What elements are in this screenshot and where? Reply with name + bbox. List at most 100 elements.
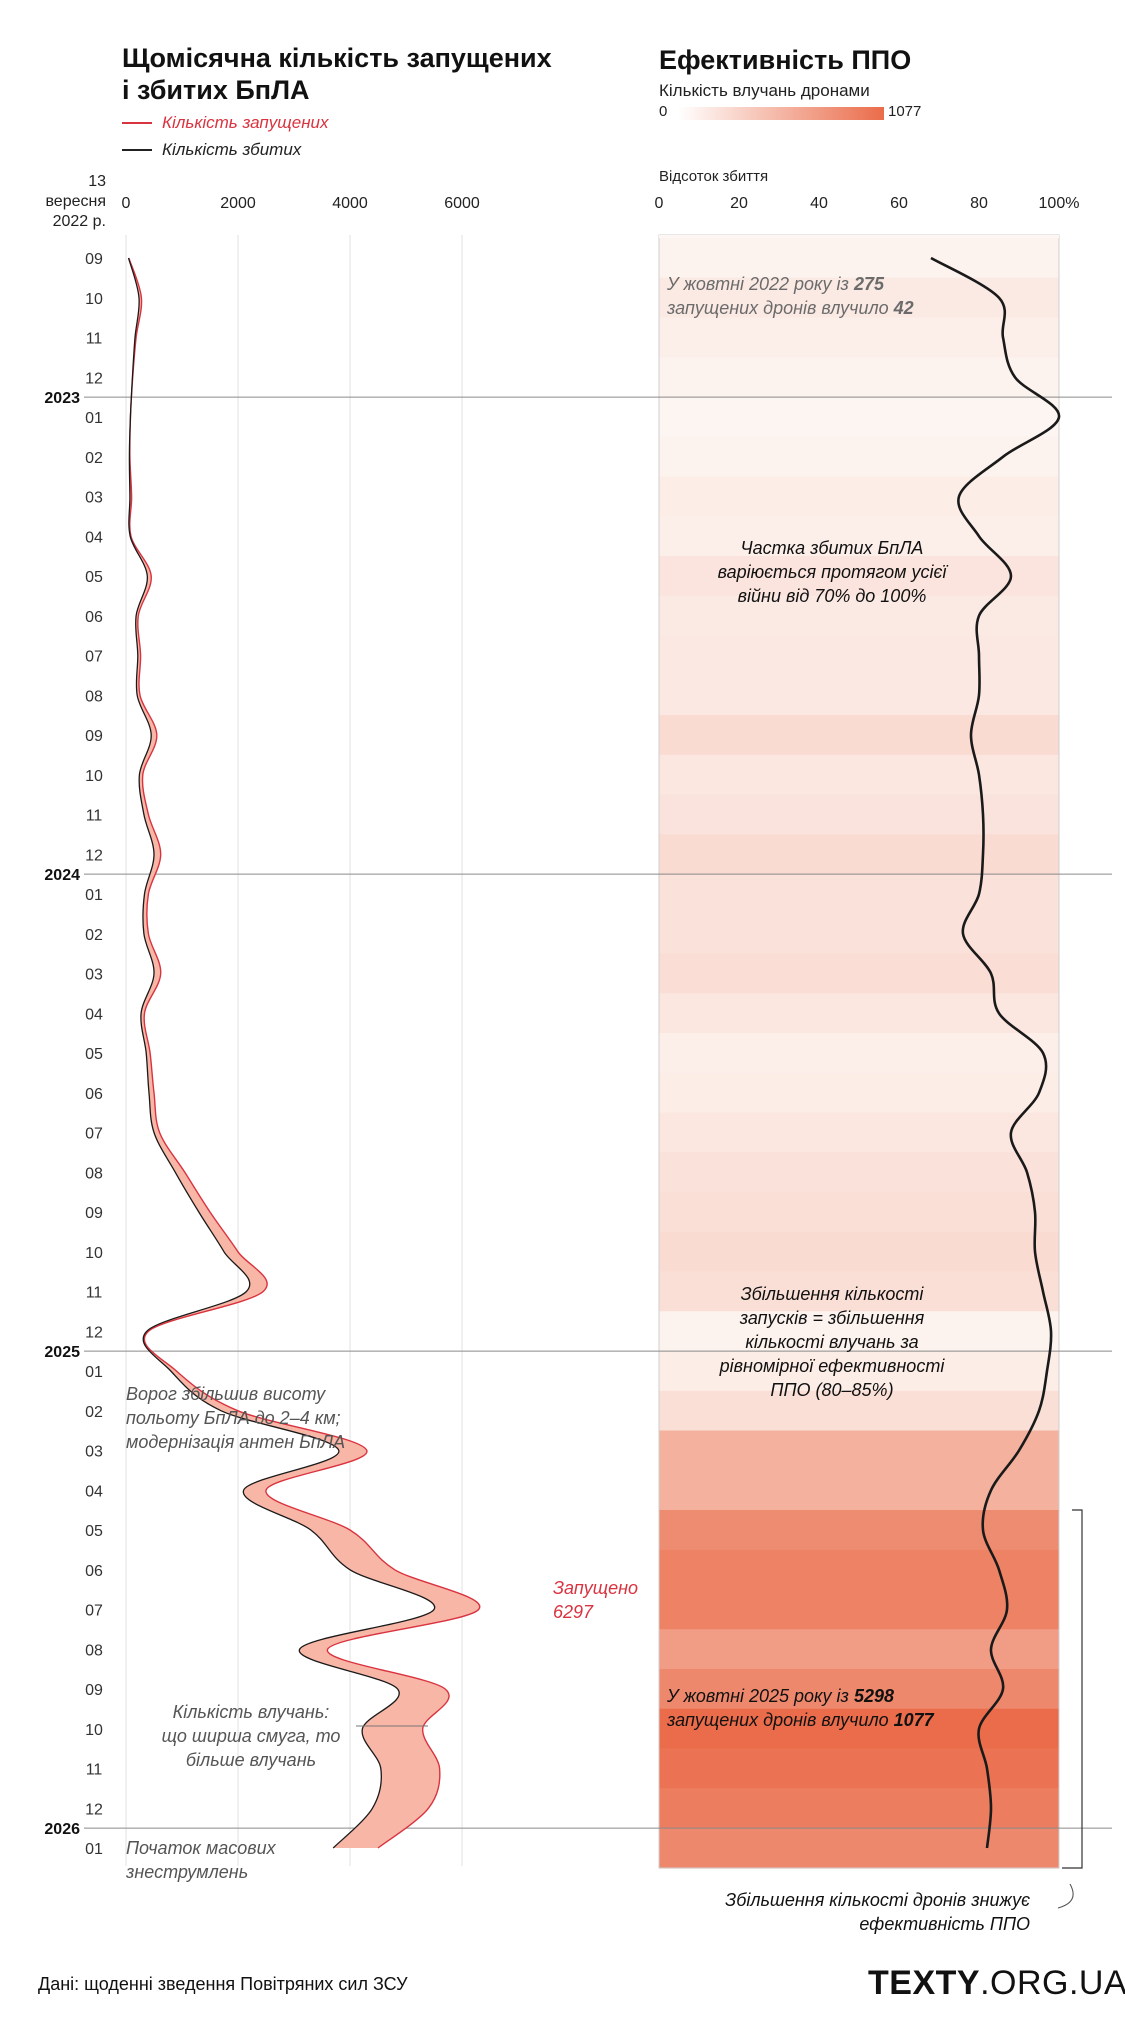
month-label: 03 <box>85 490 103 507</box>
month-label: 10 <box>85 1245 103 1262</box>
heat-row <box>659 754 1059 796</box>
heat-row <box>659 1112 1059 1154</box>
month-label: 12 <box>85 1324 103 1341</box>
annotation-blackouts: Початок масових знеструмлень <box>126 1836 276 1884</box>
start-date-month: вересня <box>45 193 106 210</box>
annotation-growth-line5: ППО (80–85%) <box>770 1380 894 1400</box>
launch-bands <box>128 258 480 1848</box>
heat-row <box>659 1629 1059 1670</box>
launched-line <box>128 257 481 1849</box>
legend-launched: Кількість запущених <box>122 113 329 133</box>
annotation-launched-line2: 6297 <box>553 1602 594 1622</box>
annotation-oct-2025-line2: запущених дронів влучило 1077 <box>667 1708 934 1732</box>
heat-row <box>659 794 1059 836</box>
texty-logo: TEXTY.ORG.UA <box>868 1964 1125 2003</box>
month-label: 11 <box>86 331 103 348</box>
heat-row <box>659 1390 1059 1432</box>
month-label: 07 <box>85 1603 103 1620</box>
annotation-share: Частка збитих БпЛА варіюється протягом у… <box>692 536 972 608</box>
annotation-oct-2022-line1: У жовтні 2022 року із 275 <box>667 272 914 296</box>
right-x-tick: 60 <box>890 195 908 212</box>
heat-row <box>659 1788 1059 1829</box>
shot-line <box>127 257 436 1849</box>
heat-row <box>659 1311 1059 1352</box>
month-label: 01 <box>85 410 103 427</box>
heat-row <box>659 476 1059 518</box>
annotation-growth-line3: кількості влучань за <box>745 1332 919 1352</box>
heat-row <box>659 1072 1059 1114</box>
start-date-year: 2022 р. <box>52 213 106 230</box>
annotation-growth-line4: рівномірної ефективності <box>719 1356 945 1376</box>
annotation-hits-band: Кількість влучань: що ширша смуга, то бі… <box>140 1700 362 1772</box>
annotation-launched-line1: Запущено <box>553 1578 639 1598</box>
heat-row <box>659 1708 1059 1750</box>
month-label: 09 <box>85 251 103 268</box>
heat-row <box>659 1033 1059 1074</box>
heat-row <box>659 1192 1059 1233</box>
legend-shot-swatch <box>122 149 152 151</box>
annotation-hits-line1: Кількість влучань: <box>172 1702 330 1722</box>
month-label: 10 <box>85 1722 103 1739</box>
heat-row <box>659 238 1059 279</box>
month-label: 11 <box>86 808 103 825</box>
year-label: 2025 <box>44 1344 80 1361</box>
heat-top-pad <box>659 235 1059 238</box>
right-axis-title: Відсоток збиття <box>659 168 769 185</box>
month-label: 12 <box>85 1801 103 1818</box>
heat-row <box>659 1510 1059 1551</box>
logo-bold: TEXTY <box>868 1964 981 2002</box>
annotation-oct-2022-pre: У жовтні 2022 року із <box>667 274 854 294</box>
annotation-oct-2025-line1: У жовтні 2025 року із 5298 <box>667 1684 934 1708</box>
axis-labels: 0 2000 4000 6000 0 20 40 60 80 100%09101112010203… <box>44 195 1079 1858</box>
right-chart-title: Ефективність ППО <box>659 45 912 75</box>
month-label: 01 <box>85 1364 103 1381</box>
annotation-launched-peak: Запущено 6297 <box>553 1576 638 1624</box>
month-label: 06 <box>85 1086 103 1103</box>
month-label: 11 <box>86 1762 103 1779</box>
month-label: 08 <box>85 1642 103 1659</box>
left-x-tick: 6000 <box>444 195 480 212</box>
heat-scale-min: 0 <box>659 103 668 120</box>
annotation-altitude: Ворог збільшив висоту польоту БпЛА до 2–… <box>126 1382 345 1454</box>
logo-light: .ORG.UA <box>980 1964 1125 2002</box>
legend-launched-label: Кількість запущених <box>162 113 329 132</box>
heat-row <box>659 277 1059 319</box>
heat-row <box>659 993 1059 1034</box>
month-label: 04 <box>85 1006 103 1023</box>
annotation-share-line2: варіюється протягом усієї <box>717 562 947 582</box>
month-label: 03 <box>85 967 103 984</box>
month-label: 05 <box>85 1046 103 1063</box>
hits-band <box>128 258 480 1848</box>
month-label: 09 <box>85 1205 103 1222</box>
year-label: 2026 <box>44 1821 80 1838</box>
left-x-tick: 0 <box>122 195 131 212</box>
month-label: 06 <box>85 1563 103 1580</box>
heat-row <box>659 1828 1059 1869</box>
month-label: 08 <box>85 1165 103 1182</box>
annotation-oct-2025-pre: У жовтні 2025 року із <box>667 1686 854 1706</box>
month-label: 02 <box>85 450 103 467</box>
right-x-tick: 0 <box>655 195 664 212</box>
heat-row <box>659 715 1059 756</box>
heat-row <box>659 1430 1059 1472</box>
bracket-curve <box>1057 1883 1074 1909</box>
heat-row <box>659 1351 1059 1392</box>
annotation-oct-2022-hits: 42 <box>893 298 914 318</box>
annotation-blackouts-line1: Початок масових <box>126 1838 276 1858</box>
annotation-hits-line2: що ширша смуга, то <box>161 1726 341 1746</box>
left-chart-title: Щомісячна кількість запущених і збитих Б… <box>122 42 622 106</box>
annotation-hits-line3: більше влучань <box>185 1750 317 1770</box>
heat-row <box>659 357 1059 398</box>
heat-row <box>659 595 1059 637</box>
annotation-decline-line2: ефективність ППО <box>859 1914 1030 1934</box>
annotation-altitude-line1: Ворог збільшив висоту <box>126 1384 326 1404</box>
annotation-altitude-line3: модернізація антен БпЛА <box>126 1432 346 1452</box>
month-label: 10 <box>85 291 103 308</box>
right-x-tick: 100% <box>1039 195 1080 212</box>
annotation-share-line3: війни від 70% до 100% <box>737 586 927 606</box>
month-label: 10 <box>85 768 103 785</box>
annotation-oct-2025: У жовтні 2025 року із 5298 запущених дро… <box>667 1684 934 1732</box>
legend-shot: Кількість збитих <box>122 140 301 160</box>
month-label: 01 <box>85 1841 103 1858</box>
